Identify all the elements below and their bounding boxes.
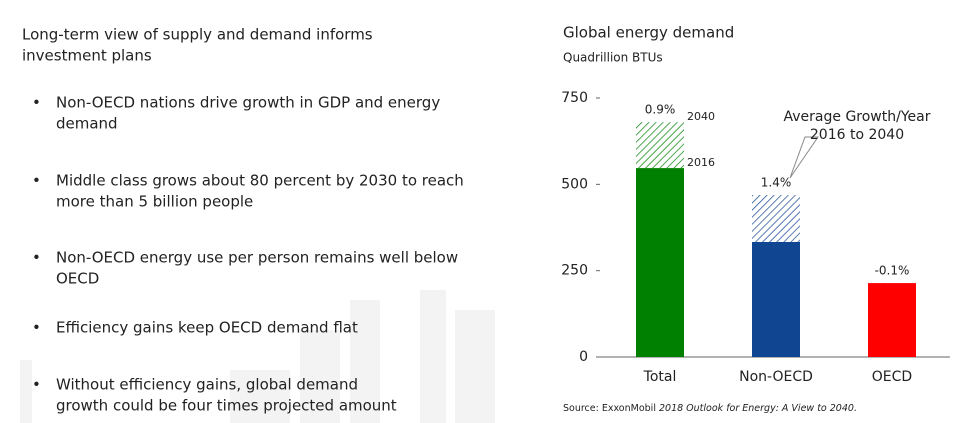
bar-2016 bbox=[636, 168, 684, 357]
bar-2040 bbox=[868, 283, 916, 287]
heading-line: investment plans bbox=[22, 47, 152, 65]
background-art bbox=[20, 290, 495, 423]
bullet-line: OECD bbox=[56, 270, 99, 288]
bar-2040 bbox=[752, 195, 800, 243]
growth-label: -0.1% bbox=[875, 264, 910, 278]
bullet-symbol: • bbox=[32, 376, 41, 394]
growth-label: 1.4% bbox=[761, 176, 792, 190]
bullet-symbol: • bbox=[32, 172, 41, 190]
bullet-symbol: • bbox=[32, 249, 41, 267]
bullet-line: Non-OECD nations drive growth in GDP and… bbox=[56, 94, 440, 112]
bar-2040 bbox=[636, 122, 684, 169]
annotation: 2016 to 2040 bbox=[810, 127, 904, 143]
source-part: 2018 Outlook for Energy: A View to 2040. bbox=[659, 403, 857, 414]
annotation: Average Growth/Year bbox=[784, 109, 931, 125]
bullet-line: Non-OECD energy use per person remains w… bbox=[56, 249, 458, 267]
chart-subtitle: Quadrillion BTUs bbox=[563, 51, 663, 65]
legend-2016: 2016 bbox=[687, 156, 715, 169]
bullet-line: demand bbox=[56, 115, 118, 133]
x-tick-label: Total bbox=[643, 369, 677, 385]
bullet-line: growth could be four times projected amo… bbox=[56, 397, 397, 415]
y-tick-label: 0 bbox=[579, 349, 588, 365]
bullet-line: Middle class grows about 80 percent by 2… bbox=[56, 172, 464, 190]
callout-arrow bbox=[789, 136, 819, 179]
chart-title: Global energy demand bbox=[563, 24, 734, 42]
legend-2040: 2040 bbox=[687, 110, 715, 123]
source-part: Source: ExxonMobil bbox=[563, 403, 659, 414]
left-text: Long-term view of supply and demand info… bbox=[22, 26, 464, 415]
growth-label: 0.9% bbox=[645, 103, 676, 117]
x-tick-label: OECD bbox=[872, 369, 912, 385]
bullet-symbol: • bbox=[32, 319, 41, 337]
source: Source: ExxonMobil 2018 Outlook for Ener… bbox=[563, 403, 857, 414]
y-tick-label: 500 bbox=[561, 176, 588, 192]
bullet-line: Without efficiency gains, global demand bbox=[56, 376, 358, 394]
bar-2016 bbox=[868, 283, 916, 357]
bullet-line: Efficiency gains keep OECD demand flat bbox=[56, 319, 358, 337]
y-tick-label: 750 bbox=[561, 90, 588, 106]
bar-2016 bbox=[752, 242, 800, 357]
heading-line: Long-term view of supply and demand info… bbox=[22, 26, 373, 44]
y-tick-label: 250 bbox=[561, 263, 588, 279]
chart: Global energy demand Quadrillion BTUs 0 2… bbox=[561, 24, 950, 414]
x-tick-label: Non-OECD bbox=[739, 369, 813, 385]
bullet-line: more than 5 billion people bbox=[56, 193, 253, 211]
bullet-symbol: • bbox=[32, 94, 41, 112]
